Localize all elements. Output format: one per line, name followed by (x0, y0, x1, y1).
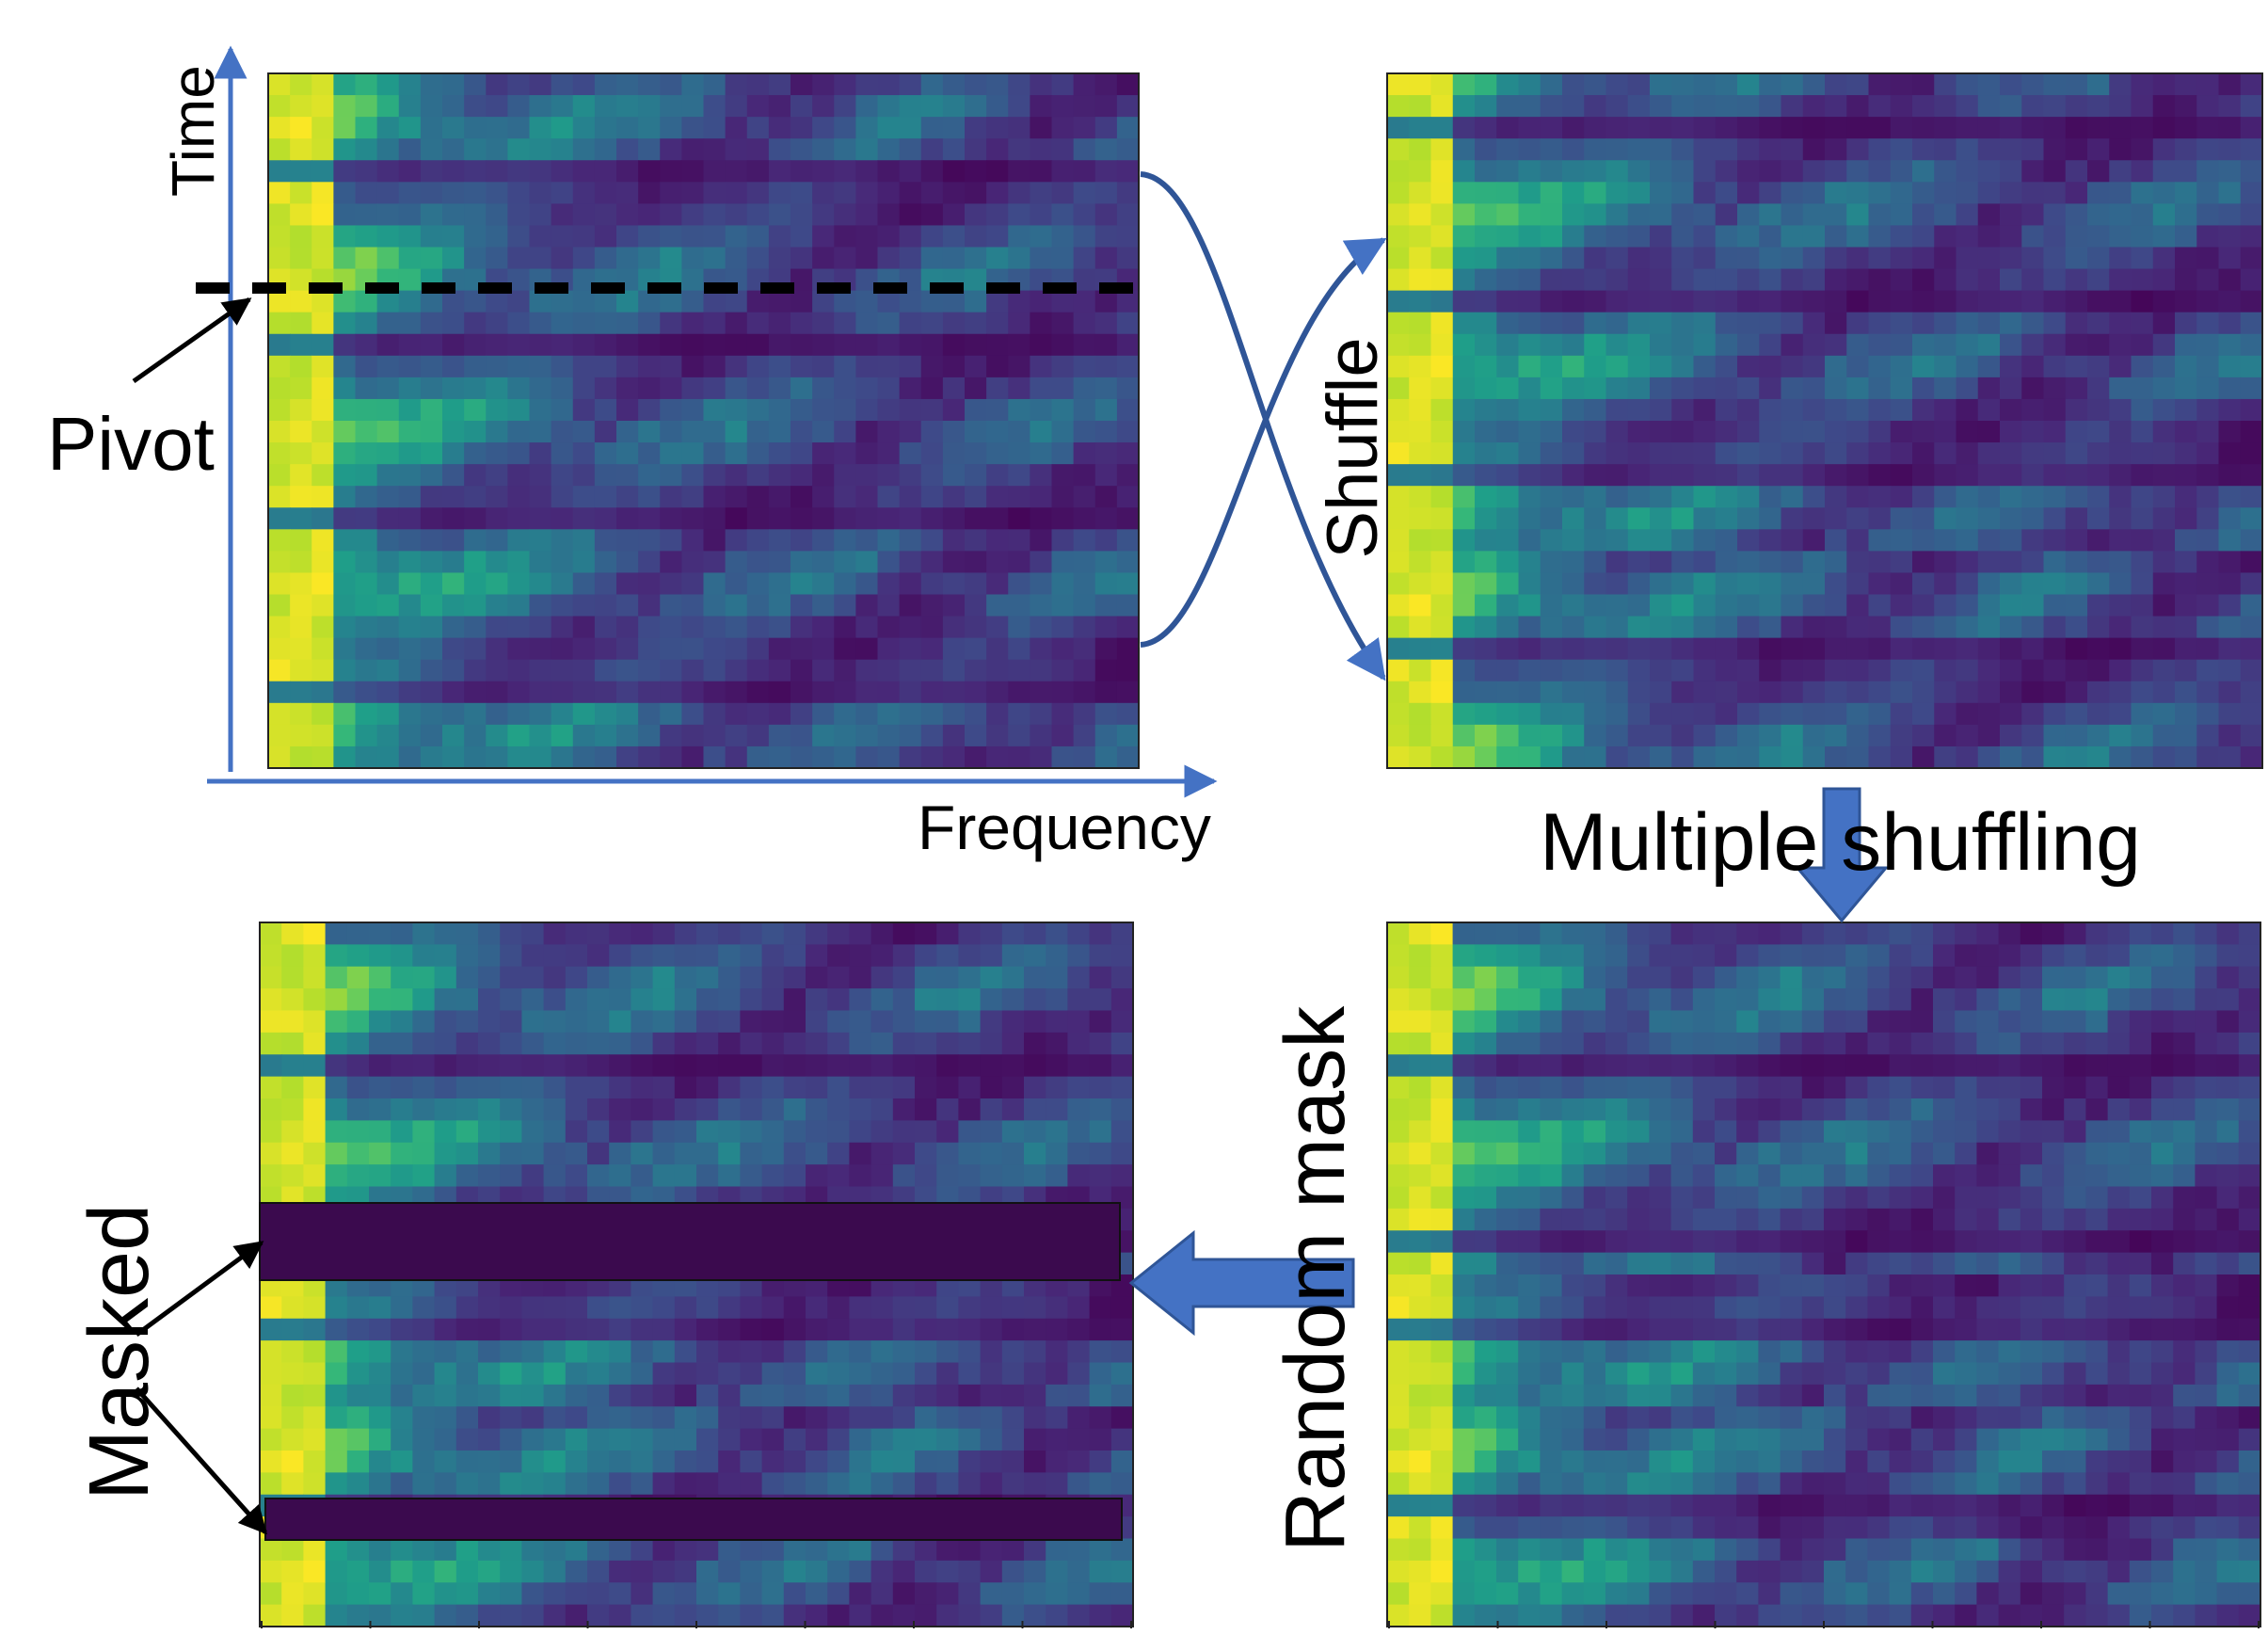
mask-band (260, 1203, 1120, 1280)
mask-band (265, 1499, 1122, 1540)
shuffle-label: Shuffle (1318, 335, 1389, 561)
spectrogram-original (268, 73, 1140, 769)
pivot-label: Pivot (47, 407, 215, 482)
random-mask-label: Random mask (1273, 1006, 1358, 1552)
multiple-shuffling-label: Multiple shuffling (1540, 802, 2141, 883)
frequency-label: Frequency (918, 796, 1211, 858)
time-label: Time (163, 74, 223, 197)
spectrogram-masked (260, 922, 1134, 1627)
masked-label: Masked (77, 1227, 162, 1500)
spectrogram-shuffled (1387, 73, 2263, 769)
spectrogram-multiple-shuffled (1387, 922, 2261, 1627)
